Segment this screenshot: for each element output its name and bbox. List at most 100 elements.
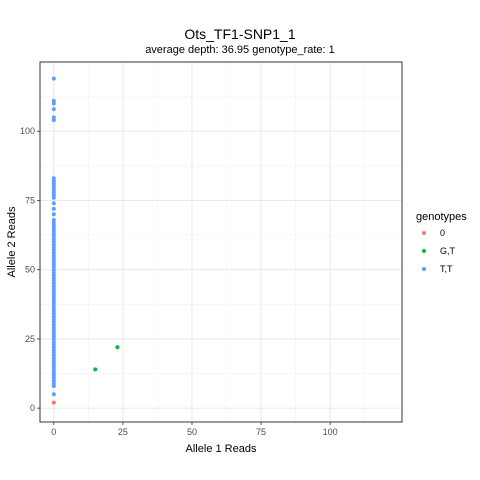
- data-point: [51, 320, 56, 325]
- data-point: [51, 370, 56, 375]
- data-point: [51, 107, 56, 112]
- data-point: [51, 267, 56, 272]
- data-point: [51, 342, 56, 347]
- data-point: [51, 314, 56, 319]
- data-point: [51, 212, 56, 217]
- data-point: [51, 348, 56, 352]
- data-point: [51, 289, 56, 294]
- legend-title: genotypes: [416, 211, 467, 223]
- data-point: [51, 253, 56, 258]
- data-point: [51, 325, 56, 330]
- legend-label: 0: [440, 228, 445, 238]
- plot-panel: [40, 62, 402, 422]
- x-tick-label: 50: [187, 427, 197, 437]
- y-axis-ticks: 0 25 50 75 100: [20, 126, 40, 413]
- y-tick-label: 100: [20, 126, 35, 136]
- legend-key: [422, 231, 426, 235]
- data-point: [51, 181, 56, 186]
- data-point: [51, 248, 56, 253]
- data-point: [51, 384, 56, 388]
- data-point: [51, 195, 56, 200]
- data-point: [51, 339, 56, 344]
- legend-label: G,T: [440, 246, 456, 256]
- data-point: [51, 101, 56, 106]
- data-point: [51, 237, 56, 242]
- data-point: [115, 345, 120, 350]
- data-point: [51, 367, 56, 372]
- x-tick-label: 0: [51, 427, 56, 437]
- data-point: [51, 184, 56, 189]
- data-point: [51, 251, 56, 256]
- data-point: [51, 228, 56, 233]
- data-point: [51, 292, 56, 297]
- data-point: [51, 364, 56, 369]
- data-point: [51, 273, 56, 278]
- data-point: [51, 234, 56, 239]
- data-point: [51, 242, 56, 247]
- data-point: [51, 176, 56, 181]
- plot-border: [39, 61, 403, 423]
- y-tick-label: 0: [30, 403, 35, 413]
- data-point: [51, 231, 56, 236]
- data-point: [51, 179, 56, 184]
- data-point: [51, 361, 56, 366]
- data-point: [51, 192, 56, 197]
- data-point: [51, 284, 56, 289]
- data-point: [51, 206, 56, 211]
- data-point: [51, 76, 56, 81]
- data-point: [51, 356, 56, 361]
- data-points: [51, 76, 120, 405]
- data-point: [51, 317, 56, 322]
- x-axis-ticks: 0 25 50 75 100: [51, 422, 338, 437]
- data-point: [51, 309, 56, 314]
- data-point: [51, 190, 56, 195]
- minor-grid: [40, 62, 402, 422]
- data-point: [51, 378, 56, 383]
- x-tick-label: 75: [256, 427, 266, 437]
- legend-key: [422, 249, 426, 253]
- data-point: [51, 115, 56, 120]
- data-point: [51, 270, 56, 275]
- x-tick-label: 100: [323, 427, 338, 437]
- data-point: [51, 300, 56, 305]
- data-point: [51, 400, 56, 405]
- data-point: [51, 226, 56, 231]
- data-point: [51, 256, 56, 261]
- y-axis-label: Allele 2 Reads: [6, 206, 18, 277]
- legend: genotypes 0 G,T T,T: [416, 211, 467, 274]
- data-point: [51, 328, 56, 333]
- data-point: [51, 201, 56, 206]
- data-point: [51, 223, 56, 228]
- data-point: [51, 345, 56, 350]
- data-point: [51, 264, 56, 269]
- chart-title: Ots_TF1-SNP1_1: [184, 26, 296, 42]
- data-point: [51, 381, 56, 386]
- data-point: [51, 306, 56, 311]
- data-point: [51, 295, 56, 300]
- data-point: [51, 240, 56, 244]
- data-point: [51, 262, 56, 267]
- y-tick-label: 25: [25, 334, 35, 344]
- data-point: [51, 375, 56, 380]
- data-point: [51, 287, 56, 292]
- data-point: [51, 245, 56, 250]
- y-tick-label: 50: [25, 265, 35, 275]
- data-point: [51, 372, 56, 377]
- data-point: [51, 98, 56, 103]
- data-point: [51, 259, 56, 264]
- data-point: [93, 367, 98, 372]
- data-point: [51, 350, 56, 355]
- x-axis-label: Allele 1 Reads: [186, 443, 257, 455]
- data-point: [51, 303, 56, 308]
- data-point: [51, 276, 56, 280]
- data-point: [51, 217, 56, 222]
- y-tick-label: 75: [25, 195, 35, 205]
- data-point: [51, 187, 56, 192]
- data-point: [51, 281, 56, 286]
- data-point: [51, 359, 56, 364]
- data-point: [51, 220, 56, 225]
- data-point: [51, 298, 56, 303]
- data-point: [51, 331, 56, 336]
- data-point: [51, 336, 56, 341]
